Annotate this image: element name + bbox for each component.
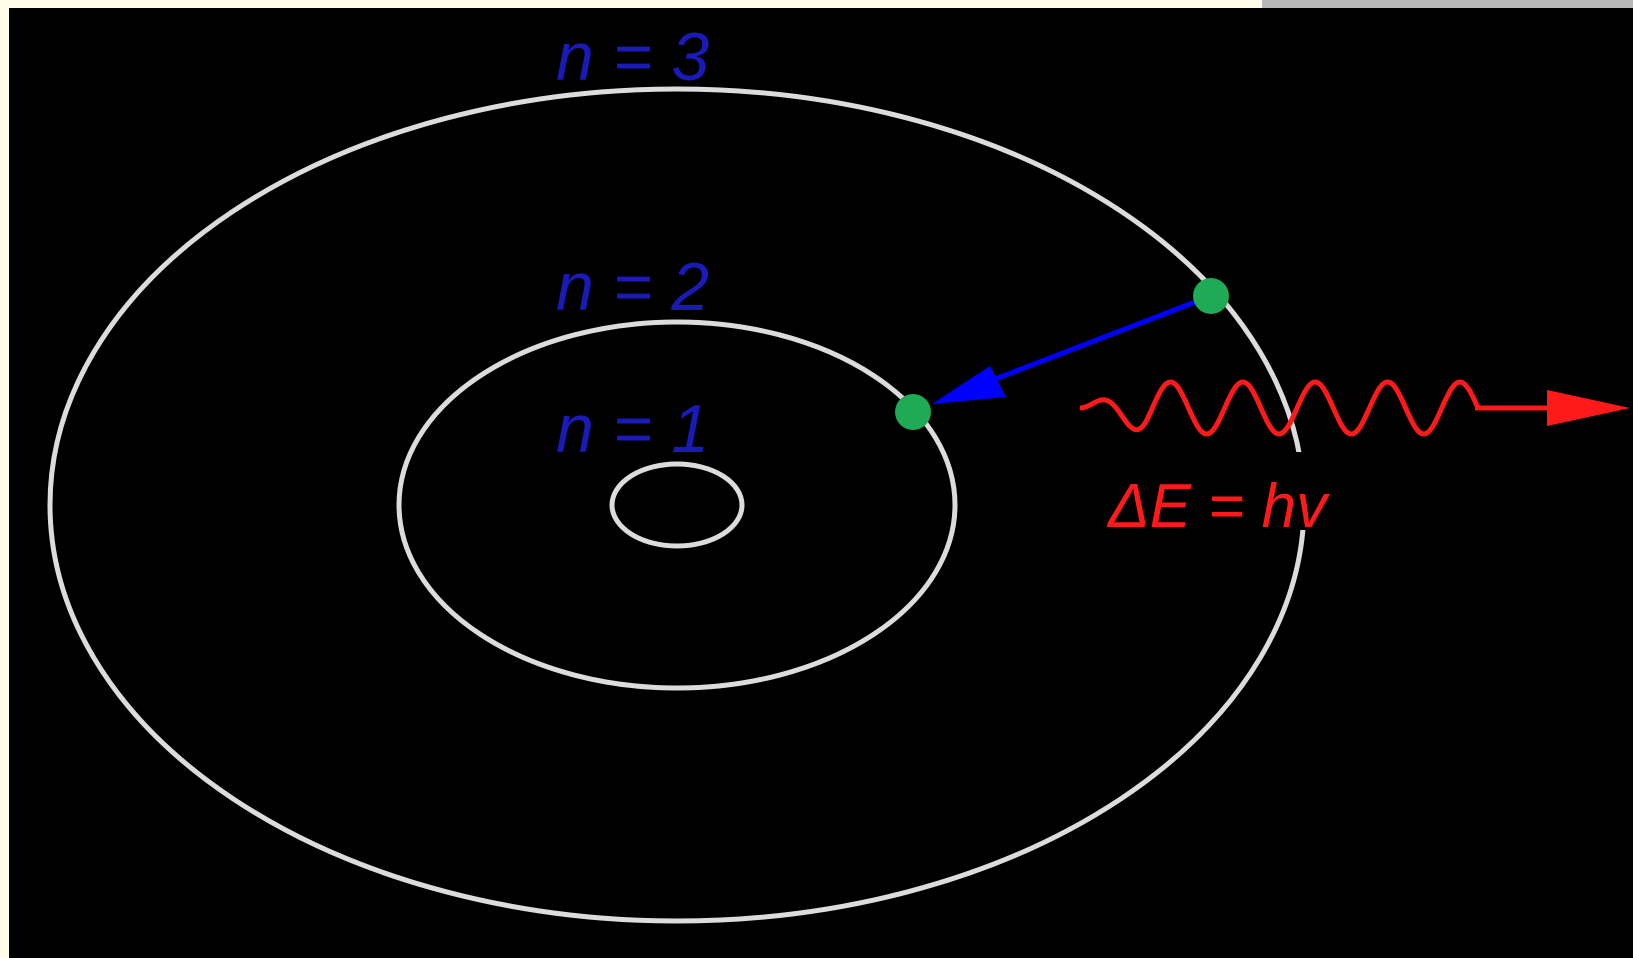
nucleus-orbit	[609, 461, 745, 549]
orbit-gap	[1270, 452, 1330, 530]
level-label-n3: n = 3	[556, 19, 709, 95]
orbit-n1	[396, 319, 958, 691]
transition-arrow-icon	[932, 294, 1209, 404]
photon-wave-icon	[1079, 379, 1630, 437]
level-label-n1: n = 1	[556, 391, 709, 467]
level-label-n2: n = 2	[556, 249, 709, 325]
electron-end-icon	[895, 394, 931, 430]
diagram-panel	[9, 8, 1633, 958]
photon-energy-equation: ΔE = hv	[1106, 472, 1330, 541]
corner-bar	[1262, 0, 1633, 8]
electron-start-icon	[1193, 278, 1229, 314]
